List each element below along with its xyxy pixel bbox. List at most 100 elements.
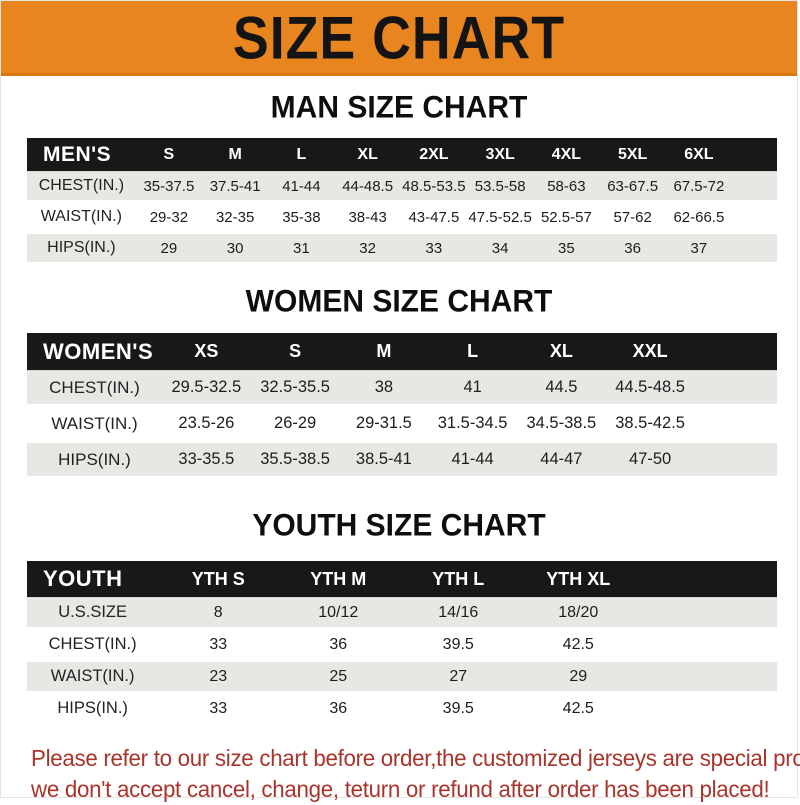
man-size-table: MEN'S S M L XL 2XL 3XL 4XL 5XL 6XL CHEST(IN.) 35-37…	[27, 138, 777, 265]
column-header: YTH XL	[518, 561, 639, 598]
table-header-row: MEN'S S M L XL 2XL 3XL 4XL 5XL 6XL	[27, 138, 777, 172]
cell-value: 35	[533, 232, 600, 265]
disclaimer-line-1: Please refer to our size chart before or…	[31, 745, 800, 771]
table-header-label: WOMEN'S	[27, 333, 162, 371]
cell-value: 38.5-41	[339, 441, 429, 479]
column-header: XS	[162, 333, 251, 371]
cell-value: 8	[158, 597, 279, 630]
table-row: HIPS(IN.) 33-35.5 35.5-38.5 38.5-41 41-44 44-…	[27, 441, 777, 479]
cell-value: 34.5-38.5	[517, 405, 606, 443]
table-header-row: YOUTH YTH S YTH M YTH L YTH XL	[27, 561, 777, 598]
cell-value: 43-47.5	[400, 201, 467, 234]
column-header: XXL	[605, 333, 695, 371]
table-row: U.S.SIZE 8 10/12 14/16 18/20	[27, 597, 777, 630]
section-man: MAN SIZE CHART MEN'S S M L XL 2XL 3XL 4XL 5XL 6XL…	[1, 89, 797, 265]
cell-value: 29	[518, 660, 639, 694]
cell-value: 42.5	[518, 628, 639, 662]
cell-value: 26-29	[250, 405, 340, 443]
cell-value: 44.5	[517, 370, 606, 407]
cell-value: 10/12	[278, 597, 399, 630]
cell-value: 35-37.5	[135, 171, 202, 203]
cell-value: 48.5-53.5	[400, 171, 467, 203]
disclaimer-text: Please refer to our size chart before or…	[31, 743, 800, 805]
row-filler	[732, 171, 777, 203]
women-size-table: WOMEN'S XS S M L XL XXL CHEST(IN.) 29.5-32.5 32.5…	[27, 333, 777, 479]
cell-value: 57-62	[599, 201, 666, 234]
column-header: M	[202, 138, 269, 172]
row-label: CHEST(IN.)	[27, 370, 162, 407]
row-label: CHEST(IN.)	[27, 171, 136, 203]
cell-value: 32	[334, 232, 401, 265]
section-youth: YOUTH SIZE CHART YOUTH YTH S YTH M YTH L YTH…	[1, 507, 797, 726]
women-section-heading: WOMEN SIZE CHART	[245, 283, 553, 319]
row-label: CHEST(IN.)	[27, 628, 159, 662]
section-women: WOMEN SIZE CHART WOMEN'S XS S M L XL XXL CHEST(…	[1, 283, 797, 479]
cell-value: 34	[467, 232, 534, 265]
cell-value: 33	[158, 628, 279, 662]
cell-value: 36	[278, 628, 399, 662]
cell-value: 39.5	[398, 692, 519, 726]
cell-value: 63-67.5	[599, 171, 666, 203]
column-header: XL	[517, 333, 606, 371]
cell-value: 37	[665, 232, 732, 265]
cell-value: 44.5-48.5	[605, 370, 695, 407]
row-filler	[638, 692, 777, 726]
column-header: L	[268, 138, 335, 172]
cell-value: 47-50	[605, 441, 695, 479]
row-filler	[638, 628, 777, 662]
cell-value: 53.5-58	[467, 171, 534, 203]
cell-value: 23	[158, 660, 279, 694]
column-header: 4XL	[533, 138, 600, 172]
cell-value: 33	[158, 692, 279, 726]
column-header: YTH M	[278, 561, 399, 598]
youth-size-table: YOUTH YTH S YTH M YTH L YTH XL U.S.SIZE 8 10/12…	[27, 561, 777, 726]
size-chart-banner: SIZE CHART	[1, 1, 797, 76]
row-label: WAIST(IN.)	[27, 201, 136, 234]
cell-value: 31	[268, 232, 335, 265]
cell-value: 38	[339, 370, 429, 407]
cell-value: 44-48.5	[334, 171, 401, 203]
row-filler	[638, 597, 777, 630]
cell-value: 58-63	[533, 171, 600, 203]
row-filler	[694, 405, 777, 443]
disclaimer-line-2: we don't accept cancel, change, teturn o…	[31, 776, 770, 802]
cell-value: 38.5-42.5	[605, 405, 695, 443]
cell-value: 41-44	[428, 441, 517, 479]
cell-value: 25	[278, 660, 399, 694]
cell-value: 39.5	[398, 628, 519, 662]
header-filler	[732, 138, 777, 172]
table-row: WAIST(IN.) 23 25 27 29	[27, 660, 777, 694]
cell-value: 31.5-34.5	[428, 405, 517, 443]
cell-value: 29.5-32.5	[162, 370, 251, 407]
table-row: CHEST(IN.) 35-37.5 37.5-41 41-44 44-48.5 48.5…	[27, 171, 777, 203]
cell-value: 35-38	[268, 201, 335, 234]
column-header: XL	[334, 138, 401, 172]
cell-value: 30	[202, 232, 269, 265]
row-filler	[638, 660, 777, 694]
cell-value: 27	[398, 660, 519, 694]
row-label: WAIST(IN.)	[27, 660, 159, 694]
cell-value: 14/16	[398, 597, 519, 630]
cell-value: 41-44	[268, 171, 335, 203]
column-header: YTH L	[398, 561, 519, 598]
cell-value: 38-43	[334, 201, 401, 234]
row-filler	[694, 441, 777, 479]
youth-section-heading: YOUTH SIZE CHART	[252, 507, 546, 543]
column-header: YTH S	[158, 561, 279, 598]
row-filler	[732, 232, 777, 265]
man-section-heading: MAN SIZE CHART	[270, 89, 528, 125]
cell-value: 37.5-41	[202, 171, 269, 203]
cell-value: 67.5-72	[665, 171, 732, 203]
cell-value: 44-47	[517, 441, 606, 479]
banner-title: SIZE CHART	[232, 2, 566, 72]
cell-value: 32.5-35.5	[250, 370, 340, 407]
cell-value: 52.5-57	[533, 201, 600, 234]
table-row: CHEST(IN.) 29.5-32.5 32.5-35.5 38 41 44.5 44.5…	[27, 370, 777, 407]
cell-value: 33-35.5	[162, 441, 251, 479]
row-filler	[694, 370, 777, 407]
cell-value: 47.5-52.5	[467, 201, 534, 234]
header-filler	[694, 333, 777, 371]
column-header: L	[428, 333, 517, 371]
row-label: U.S.SIZE	[27, 597, 159, 630]
cell-value: 62-66.5	[665, 201, 732, 234]
